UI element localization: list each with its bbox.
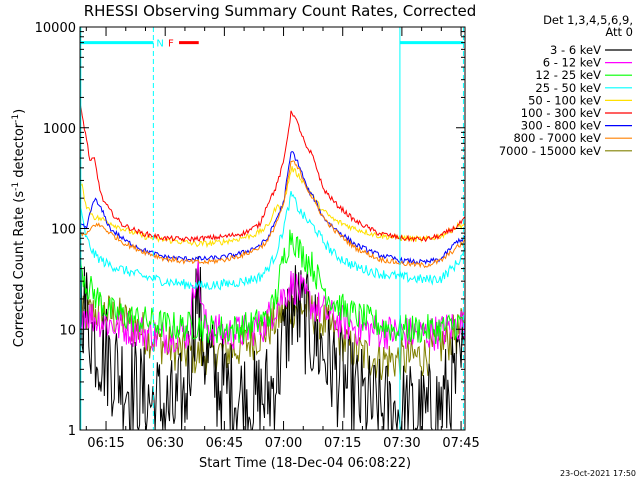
legend-label-100-300-kev: 100 - 300 keV [521,106,601,120]
axis-layer: 06:15 06:30 06:45 07:00 07:15 07:30 07:45 1 10 10… [35,21,480,451]
y-tick-label-10000: 10000 [35,21,76,36]
y-axis-label-sup2: -1 [11,114,21,123]
x-tick-label-0700: 07:00 [265,436,302,451]
legend-label-50-100-kev: 50 - 100 keV [528,93,601,107]
y-tick-label-1000: 1000 [43,122,76,137]
y-axis-label-sup1: -1 [11,182,21,191]
x-tick-label-0730: 07:30 [383,436,420,451]
chart-title: RHESSI Observing Summary Count Rates, Co… [84,2,477,20]
y-axis-label-mid: detector [12,122,27,182]
y-axis-label: Corrected Count Rate (s-1 detector-1) [11,109,27,347]
legend-label-6-12-kev: 6 - 12 keV [543,56,601,70]
x-tick-label-0715: 07:15 [324,436,361,451]
legend-label-25-50-kev: 25 - 50 keV [535,81,601,95]
y-axis-label-main: Corrected Count Rate (s [12,191,27,348]
y-tick-label-10: 10 [59,323,76,338]
legend-label-12-25-kev: 12 - 25 keV [535,68,601,82]
footer-timestamp: 23-Oct-2021 17:50 [560,469,636,478]
legend-label-300-800-kev: 300 - 800 keV [521,119,601,133]
y-tick-label-100: 100 [51,223,76,238]
legend-label-7000-15000-kev: 7000 - 15000 keV [499,144,601,158]
interval-bar-label-f: F [168,39,174,50]
legend-label-3-6-kev: 3 - 6 keV [550,43,601,57]
x-tick-label-0745: 07:45 [442,436,479,451]
interval-bar-label-n: N [156,39,163,50]
x-tick-label-0615: 06:15 [87,436,124,451]
legend-label-800-7000-kev: 800 - 7000 keV [513,131,601,145]
x-tick-label-0630: 06:30 [146,436,183,451]
y-tick-label-1: 1 [68,424,76,439]
legend-header-detectors: Det 1,3,4,5,6,9, [543,13,633,27]
legend-header-attenuator: Att 0 [605,25,633,39]
x-tick-label-0645: 06:45 [206,436,243,451]
y-axis-label-end: ) [12,109,27,114]
x-axis-label: Start Time (18-Dec-04 06:08:22) [199,456,411,471]
